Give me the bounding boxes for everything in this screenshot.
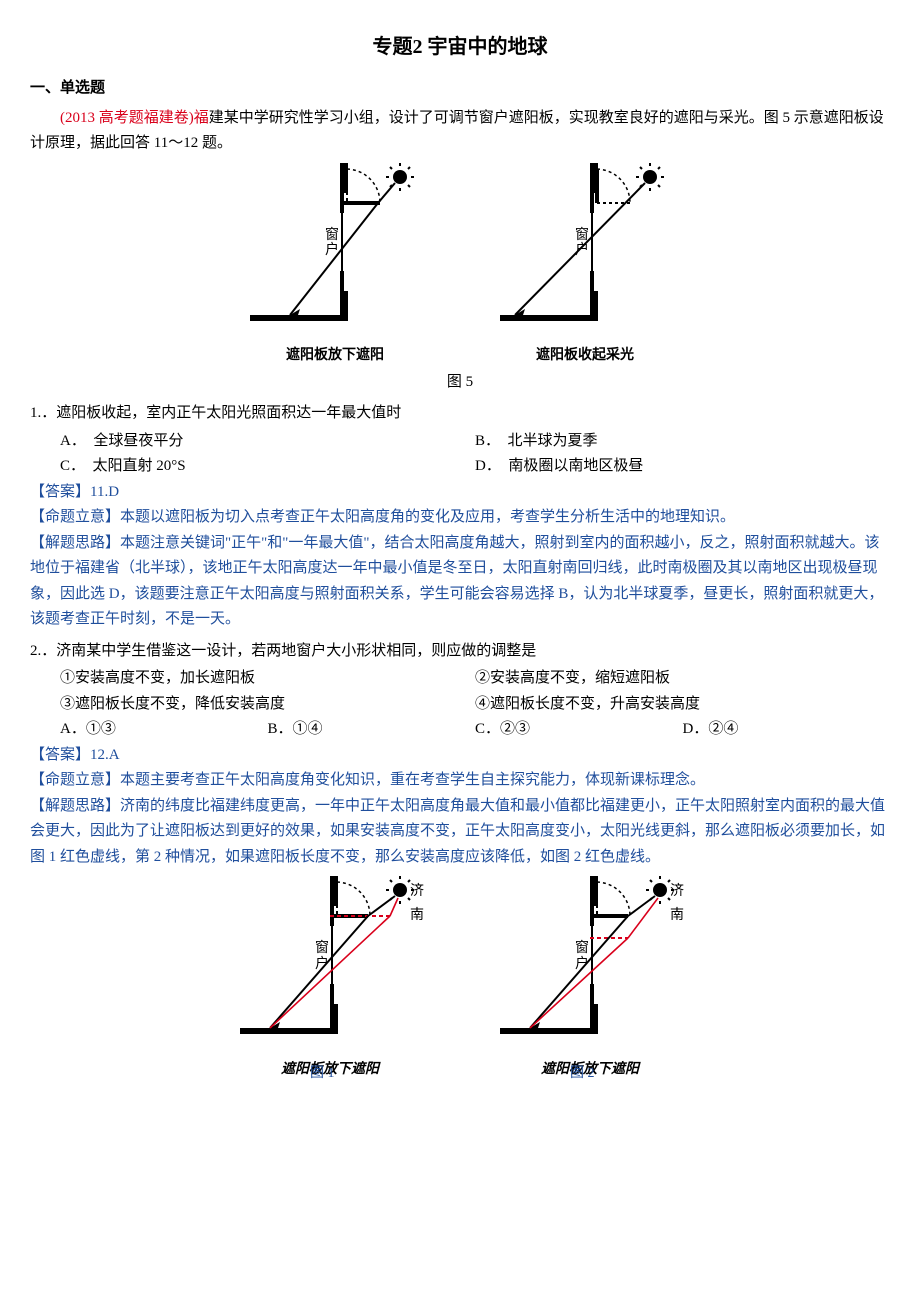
section-heading: 一、单选题	[30, 76, 890, 102]
q2-stem: 2.．济南某中学生借鉴这一设计，若两地窗户大小形状相同，则应做的调整是	[30, 639, 890, 665]
q2-opt-a: A．①③	[60, 717, 268, 743]
q1-stem: 1.．遮阳板收起，室内正午太阳光照面积达一年最大值时	[30, 401, 890, 427]
window-label: 窗户	[575, 941, 589, 972]
figure-caption-left: 遮阳板放下遮阳	[250, 344, 420, 368]
q2-opt-d: D．②④	[683, 717, 891, 743]
q1-purpose: 【命题立意】本题以遮阳板为切入点考查正午太阳高度角的变化及应用，考查学生分析生活…	[30, 505, 890, 531]
q1-opt-a: A． 全球昼夜平分	[60, 429, 475, 455]
q1-opt-b: B． 北半球为夏季	[475, 429, 890, 455]
figure-12-row: 窗户 济南 遮阳板放下遮阳 图 1	[30, 876, 890, 1081]
q2-answer: 【答案】12.A	[30, 743, 890, 769]
figure-5-left: 窗户 遮阳板放下遮阳	[250, 163, 420, 368]
q2-opt-b: B．①④	[268, 717, 476, 743]
figure-5-number: 图 5	[30, 370, 890, 396]
figure-1: 窗户 济南 遮阳板放下遮阳 图 1	[240, 876, 420, 1081]
q2-sub-1: ①安装高度不变，加长遮阳板	[60, 666, 475, 692]
source-tag: (2013 高考题福建卷)	[60, 110, 194, 126]
q2-sub-2: ②安装高度不变，缩短遮阳板	[475, 666, 890, 692]
q1-opt-d: D． 南极圈以南地区极昼	[475, 454, 890, 480]
q2-sub-4: ④遮阳板长度不变，升高安装高度	[475, 692, 890, 718]
figure-2: 窗户 济南 遮阳板放下遮阳 图 2	[500, 876, 680, 1081]
figure-5-row: 窗户 遮阳板放下遮阳	[30, 163, 890, 368]
q2-options: A．①③ B．①④ C．②③ D．②④	[60, 717, 890, 743]
diagram-fig1	[240, 876, 420, 1046]
window-label: 窗户	[575, 228, 589, 259]
diagram-fig2	[500, 876, 680, 1046]
figure-5-right: 窗户 遮阳板收起采光	[500, 163, 670, 368]
figure-caption-right: 遮阳板收起采光	[500, 344, 670, 368]
figure-2-number: 图 2	[570, 1062, 595, 1086]
q1-options: A． 全球昼夜平分 B． 北半球为夏季 C． 太阳直射 20°S D． 南极圈以…	[60, 429, 890, 480]
window-label: 窗户	[315, 941, 329, 972]
q2-path: 【解题思路】济南的纬度比福建纬度更高，一年中正午太阳高度角最大值和最小值都比福建…	[30, 794, 890, 871]
fu-char: 福	[194, 110, 209, 126]
q2-opt-c: C．②③	[475, 717, 683, 743]
q2-sub-3: ③遮阳板长度不变，降低安装高度	[60, 692, 475, 718]
page-title: 专题2 宇宙中的地球	[30, 30, 890, 64]
jinan-label: 济南	[670, 880, 684, 928]
intro-paragraph: (2013 高考题福建卷)福建某中学研究性学习小组，设计了可调节窗户遮阳板，实现…	[30, 106, 890, 157]
q1-opt-c: C． 太阳直射 20°S	[60, 454, 475, 480]
window-label: 窗户	[325, 228, 339, 259]
q2-subs: ①安装高度不变，加长遮阳板 ②安装高度不变，缩短遮阳板 ③遮阳板长度不变，降低安…	[60, 666, 890, 717]
figure-1-number: 图 1	[310, 1062, 335, 1086]
q2-purpose: 【命题立意】本题主要考查正午太阳高度角变化知识，重在考查学生自主探究能力，体现新…	[30, 768, 890, 794]
q1-path: 【解题思路】本题注意关键词"正午"和"一年最大值"，结合太阳高度角越大，照射到室…	[30, 531, 890, 633]
q1-answer: 【答案】11.D	[30, 480, 890, 506]
jinan-label: 济南	[410, 880, 424, 928]
